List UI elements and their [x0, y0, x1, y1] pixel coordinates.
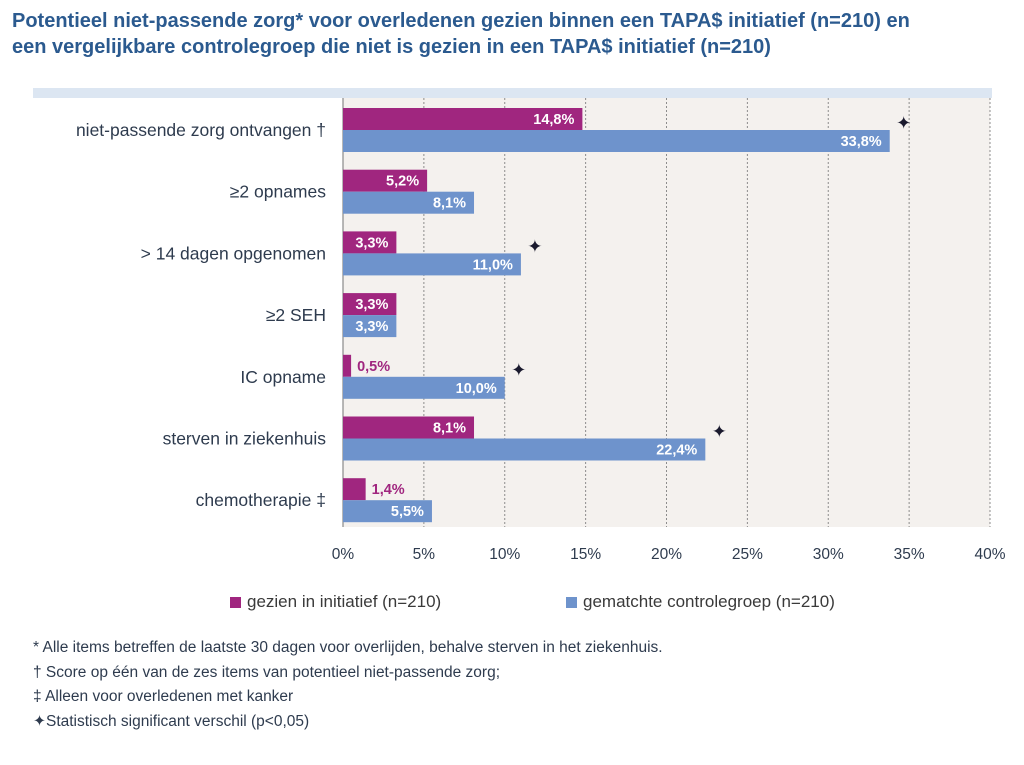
bar-controlegroep [343, 191, 475, 214]
data-label: 10,0% [456, 381, 497, 397]
x-tick-label: 0% [332, 546, 355, 563]
x-tick-label: 40% [974, 546, 1005, 563]
footnotes: * Alle items betreffen de laatste 30 dag… [33, 636, 663, 734]
category-label: IC opname [240, 367, 326, 387]
x-tick-label: 25% [732, 546, 763, 563]
significance-marker: ✦ [896, 113, 911, 134]
chart-title-line-1: Potentieel niet-passende zorg* voor over… [12, 10, 910, 32]
data-label: 0,5% [357, 359, 390, 375]
legend-label: gezien in initiatief (n=210) [247, 592, 442, 611]
data-label: 5,2% [386, 174, 419, 190]
plot-header-band [33, 88, 992, 98]
significance-marker: ✦ [511, 360, 526, 381]
category-label: ≥2 SEH [266, 305, 326, 325]
significance-marker: ✦ [527, 236, 542, 257]
legend-swatch [230, 596, 241, 608]
legend: gezien in initiatief (n=210) gematchte co… [0, 592, 1024, 620]
data-label: 22,4% [656, 443, 697, 459]
footnote-1: * Alle items betreffen de laatste 30 dag… [33, 639, 663, 656]
data-label: 8,1% [433, 421, 466, 437]
footnote-3: ‡ Alleen voor overledenen met kanker [33, 688, 294, 705]
legend-item-initiatief: gezien in initiatief (n=210) [230, 592, 441, 612]
bar-initiatief [343, 169, 428, 192]
category-label: sterven in ziekenhuis [163, 429, 327, 449]
data-label: 11,0% [473, 257, 513, 273]
x-tick-label: 15% [570, 546, 601, 563]
data-label: 8,1% [433, 196, 466, 212]
bar-initiatief [343, 478, 366, 501]
footnote-2: † Score op één van de zes items van pote… [33, 663, 501, 681]
category-label: > 14 dagen opgenomen [141, 243, 326, 263]
chart-title-line-2: een vergelijkbare controlegroep die niet… [12, 36, 771, 58]
data-label: 5,5% [391, 504, 424, 520]
data-label: 3,3% [355, 297, 388, 313]
category-label: chemotherapie ‡ [196, 490, 326, 510]
bar-controlegroep [343, 500, 432, 523]
data-label: 1,4% [372, 482, 405, 498]
bar-initiatief [343, 108, 583, 130]
x-tick-label: 5% [413, 546, 436, 563]
category-label: ≥2 opnames [230, 182, 326, 202]
legend-swatch [566, 596, 577, 608]
bar-initiatief [343, 354, 352, 377]
data-label: 3,3% [355, 319, 388, 335]
bar-initiatief [343, 293, 397, 316]
bar-initiatief [343, 231, 397, 254]
data-label: 33,8% [841, 134, 882, 150]
bar-chart: 0% 5% 10% 15% 20% 25% 30% 35% 40% niet-passende z… [33, 88, 1006, 563]
bar-controlegroep [343, 376, 505, 399]
bar-controlegroep [343, 130, 890, 152]
data-label: 3,3% [355, 235, 388, 251]
x-tick-label: 35% [894, 546, 925, 563]
footnote-4: ✦Statistisch significant verschil (p<0,0… [33, 712, 310, 730]
x-tick-label: 20% [651, 546, 682, 563]
x-tick-label: 10% [489, 546, 520, 563]
legend-label: gematchte controlegroep (n=210) [583, 592, 835, 611]
bar-initiatief [343, 416, 475, 439]
category-label: niet-passende zorg ontvangen † [76, 120, 326, 140]
bar-controlegroep [343, 315, 397, 338]
chart-title: Potentieel niet-passende zorg* voor over… [12, 8, 1012, 60]
legend-item-controlegroep: gematchte controlegroep (n=210) [566, 592, 835, 612]
significance-marker: ✦ [712, 422, 727, 443]
x-tick-label: 30% [813, 546, 844, 563]
data-label: 14,8% [533, 112, 574, 128]
bar-controlegroep [343, 438, 706, 461]
bar-controlegroep [343, 253, 521, 276]
